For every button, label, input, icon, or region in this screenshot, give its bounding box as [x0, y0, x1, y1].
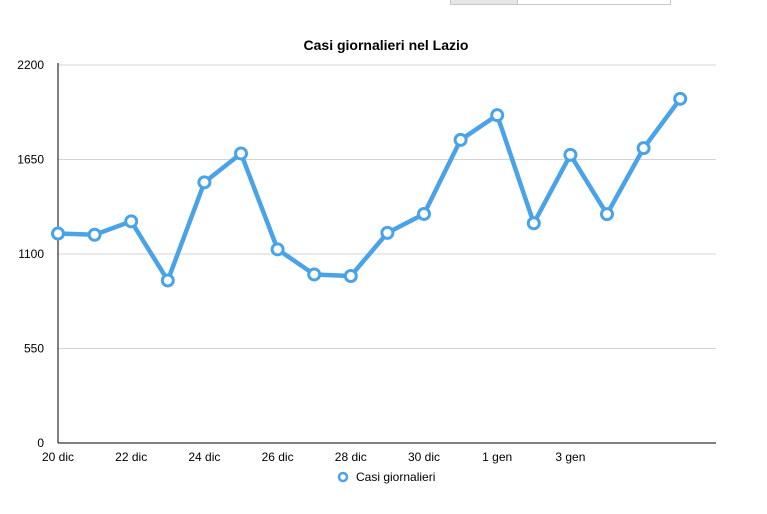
data-point[interactable]	[160, 273, 175, 288]
data-point[interactable]	[600, 207, 614, 222]
grid-lines	[58, 64, 716, 349]
data-point[interactable]	[343, 268, 358, 283]
data-point[interactable]	[124, 214, 139, 229]
data-point[interactable]	[490, 108, 505, 123]
series	[51, 91, 688, 288]
data-point[interactable]	[673, 91, 688, 106]
data-point[interactable]	[417, 206, 431, 221]
x-tick-label: 26 dic	[262, 450, 294, 464]
axes	[57, 63, 716, 444]
x-axis-ticks: 20 dic 22 dic 24 dic 26 dic 28 dic 30 dic 1 ge…	[42, 450, 585, 464]
legend: Casi giornalieri	[337, 470, 435, 484]
y-tick-label: 1650	[17, 153, 44, 167]
toolbar-strip	[450, 0, 671, 5]
data-point[interactable]	[51, 226, 65, 241]
y-axis-ticks: 0 550 1100 1650 2200	[17, 58, 44, 450]
series-line	[55, 96, 683, 283]
x-tick-label: 24 dic	[188, 450, 220, 464]
legend-label: Casi giornalieri	[356, 470, 435, 484]
data-point[interactable]	[453, 132, 468, 147]
x-tick-label: 3 gen	[555, 450, 585, 464]
data-point[interactable]	[270, 242, 285, 257]
data-point[interactable]	[234, 146, 248, 161]
x-tick-label: 22 dic	[115, 450, 147, 464]
chart-title: Casi giornalieri nel Lazio	[304, 37, 469, 53]
x-tick-label: 1 gen	[482, 450, 512, 464]
data-point[interactable]	[526, 216, 541, 231]
y-tick-label: 1100	[18, 247, 44, 261]
y-tick-label: 550	[24, 342, 44, 356]
legend-marker	[337, 471, 349, 483]
x-tick-label: 20 dic	[42, 450, 74, 464]
toolbar-tab[interactable]	[450, 0, 518, 5]
x-tick-label: 30 dic	[408, 450, 440, 464]
toolbar-field[interactable]	[518, 0, 671, 5]
data-point[interactable]	[563, 147, 578, 162]
data-point[interactable]	[307, 267, 322, 282]
data-point[interactable]	[87, 227, 102, 242]
data-point[interactable]	[197, 175, 212, 190]
y-tick-label: 0	[37, 436, 44, 450]
data-point[interactable]	[636, 141, 651, 156]
data-point[interactable]	[380, 225, 395, 240]
x-tick-label: 28 dic	[335, 450, 367, 464]
y-tick-label: 2200	[17, 58, 44, 72]
